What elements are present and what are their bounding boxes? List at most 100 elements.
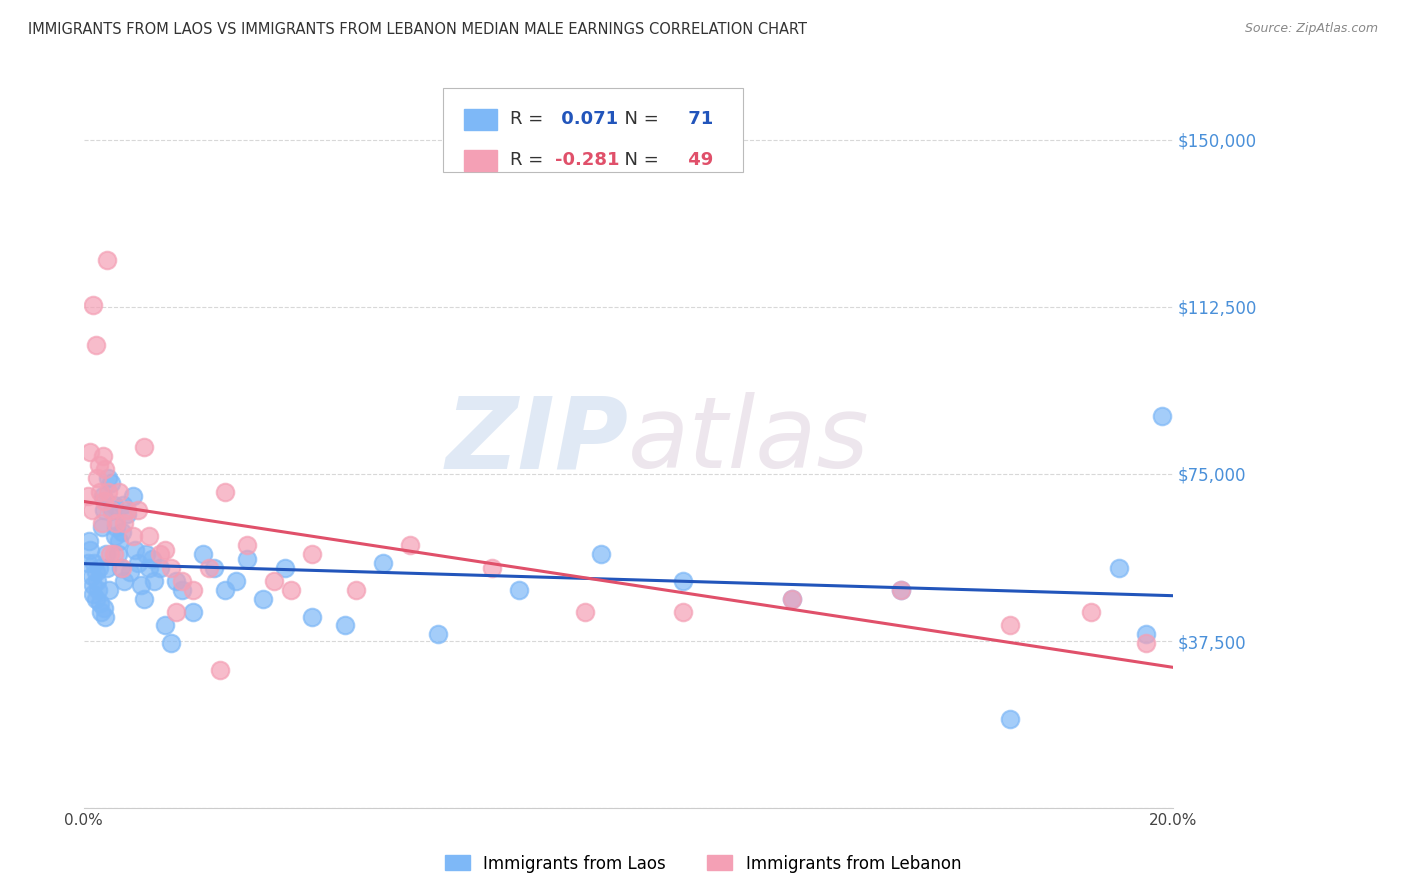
Point: [181, 582, 204, 597]
Point: [87, 560, 110, 574]
Point: [426, 627, 449, 641]
Point: [98, 547, 121, 561]
Point: [121, 529, 143, 543]
Point: [149, 547, 172, 561]
Point: [97, 484, 120, 499]
FancyBboxPatch shape: [443, 87, 742, 172]
Point: [97, 471, 120, 485]
Point: [94, 609, 117, 624]
Point: [79, 444, 101, 458]
Point: [107, 547, 129, 561]
Point: [155, 542, 177, 557]
Point: [149, 560, 172, 574]
Text: 0.071: 0.071: [555, 111, 619, 128]
Point: [77, 533, 100, 548]
Point: [86, 574, 108, 588]
Point: [115, 507, 138, 521]
Point: [155, 618, 177, 632]
Point: [208, 663, 231, 677]
Point: [90, 605, 112, 619]
Point: [132, 591, 155, 606]
Point: [108, 484, 131, 499]
Point: [1135, 627, 1157, 641]
Point: [79, 542, 101, 557]
Point: [96, 560, 118, 574]
Point: [91, 449, 114, 463]
Point: [236, 538, 259, 552]
Point: [84, 565, 107, 579]
Point: [301, 547, 323, 561]
FancyBboxPatch shape: [464, 109, 496, 129]
Text: atlas: atlas: [628, 392, 870, 489]
Point: [998, 712, 1021, 726]
Point: [111, 560, 134, 574]
Point: [93, 600, 115, 615]
Point: [890, 582, 912, 597]
Point: [780, 591, 803, 606]
Point: [105, 516, 128, 530]
Point: [225, 574, 247, 588]
Point: [574, 605, 596, 619]
Point: [105, 520, 128, 534]
Point: [165, 574, 187, 588]
Point: [141, 551, 163, 566]
Text: ZIP: ZIP: [446, 392, 628, 489]
Point: [96, 253, 118, 268]
Point: [77, 489, 100, 503]
Point: [90, 520, 112, 534]
Point: [82, 578, 104, 592]
Point: [103, 547, 125, 561]
Point: [138, 560, 160, 574]
Point: [84, 591, 107, 606]
Point: [82, 587, 104, 601]
Point: [129, 578, 152, 592]
Point: [170, 582, 193, 597]
Point: [104, 529, 127, 543]
Point: [77, 556, 100, 570]
Point: [159, 636, 181, 650]
Point: [89, 484, 111, 499]
Point: [890, 582, 912, 597]
Point: [100, 475, 122, 490]
Point: [263, 574, 285, 588]
Point: [87, 458, 110, 472]
Point: [108, 533, 131, 548]
Point: [115, 502, 138, 516]
Point: [202, 560, 225, 574]
Point: [165, 605, 187, 619]
Point: [252, 591, 274, 606]
Point: [508, 582, 530, 597]
Point: [93, 502, 115, 516]
Point: [100, 502, 122, 516]
Point: [121, 489, 143, 503]
Point: [94, 462, 117, 476]
Point: [82, 298, 104, 312]
Point: [399, 538, 422, 552]
Point: [143, 574, 166, 588]
Point: [101, 502, 124, 516]
Point: [127, 556, 149, 570]
Point: [274, 560, 297, 574]
Point: [1135, 636, 1157, 650]
Text: R =: R =: [509, 152, 548, 169]
Legend: Immigrants from Laos, Immigrants from Lebanon: Immigrants from Laos, Immigrants from Le…: [439, 848, 967, 880]
Point: [124, 542, 146, 557]
Text: 49: 49: [682, 152, 713, 169]
Text: R =: R =: [509, 111, 548, 128]
Point: [111, 524, 134, 539]
Point: [1108, 560, 1130, 574]
Point: [344, 582, 367, 597]
Point: [591, 547, 613, 561]
Point: [236, 551, 259, 566]
Text: -0.281: -0.281: [555, 152, 620, 169]
Point: [87, 582, 110, 597]
Point: [110, 560, 132, 574]
Point: [333, 618, 356, 632]
Point: [214, 582, 236, 597]
Point: [481, 560, 503, 574]
Point: [118, 565, 141, 579]
Point: [780, 591, 803, 606]
Point: [91, 489, 114, 503]
Point: [80, 502, 103, 516]
Point: [672, 574, 695, 588]
